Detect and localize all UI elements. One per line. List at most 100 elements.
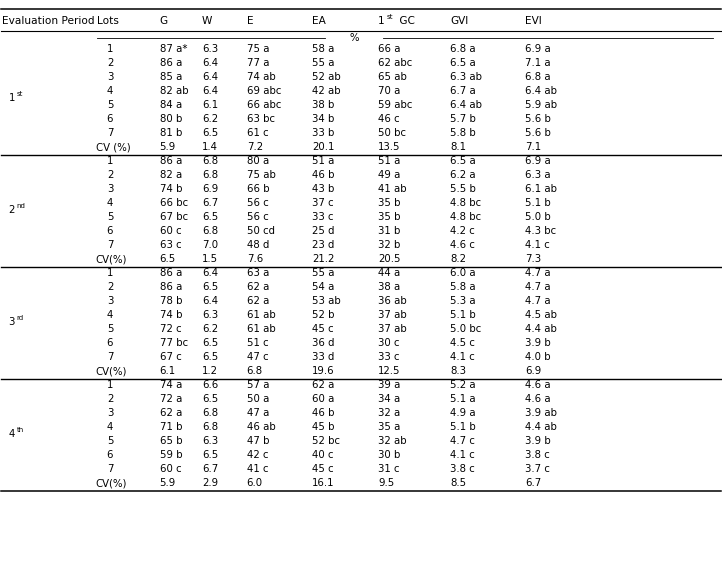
Text: 6.5: 6.5 (202, 212, 218, 222)
Text: EA: EA (312, 16, 326, 26)
Text: 35 b: 35 b (378, 212, 401, 222)
Text: 47 c: 47 c (247, 352, 269, 362)
Text: 39 a: 39 a (378, 380, 401, 390)
Text: th: th (17, 426, 24, 433)
Text: 33 c: 33 c (378, 352, 400, 362)
Text: 4.8 bc: 4.8 bc (451, 198, 482, 208)
Text: 51 c: 51 c (247, 338, 269, 348)
Text: 6.1: 6.1 (202, 100, 218, 111)
Text: 2: 2 (9, 205, 15, 215)
Text: 45 c: 45 c (312, 464, 334, 474)
Text: 6.5: 6.5 (202, 338, 218, 348)
Text: 1: 1 (107, 380, 113, 390)
Text: 33 c: 33 c (312, 212, 334, 222)
Text: 63 a: 63 a (247, 268, 269, 278)
Text: 30 c: 30 c (378, 338, 400, 348)
Text: 7: 7 (107, 128, 113, 138)
Text: 75 ab: 75 ab (247, 170, 276, 180)
Text: 49 a: 49 a (378, 170, 401, 180)
Text: 6.8: 6.8 (202, 408, 218, 418)
Text: 5.9 ab: 5.9 ab (525, 100, 557, 111)
Text: 3.8 c: 3.8 c (451, 464, 475, 474)
Text: 42 ab: 42 ab (312, 86, 341, 96)
Text: 46 b: 46 b (312, 408, 334, 418)
Text: 74 b: 74 b (160, 310, 182, 320)
Text: 61 ab: 61 ab (247, 324, 275, 334)
Text: 5.1 a: 5.1 a (451, 394, 476, 404)
Text: 56 c: 56 c (247, 212, 269, 222)
Text: 77 bc: 77 bc (160, 338, 188, 348)
Text: CV(%): CV(%) (95, 254, 127, 264)
Text: 8.5: 8.5 (451, 478, 466, 488)
Text: 2: 2 (107, 282, 113, 292)
Text: 5.8 a: 5.8 a (451, 282, 476, 292)
Text: 41 c: 41 c (247, 464, 268, 474)
Text: 45 c: 45 c (312, 324, 334, 334)
Text: 3.9 ab: 3.9 ab (525, 408, 557, 418)
Text: 23 d: 23 d (312, 240, 334, 250)
Text: 1.5: 1.5 (202, 254, 218, 264)
Text: 8.3: 8.3 (451, 366, 466, 376)
Text: 5.7 b: 5.7 b (451, 115, 476, 124)
Text: 5.2 a: 5.2 a (451, 380, 476, 390)
Text: 3.7 c: 3.7 c (525, 464, 550, 474)
Text: 19.6: 19.6 (312, 366, 335, 376)
Text: 3: 3 (107, 184, 113, 194)
Text: 7.0: 7.0 (202, 240, 218, 250)
Text: 6.5: 6.5 (202, 450, 218, 460)
Text: 37 c: 37 c (312, 198, 334, 208)
Text: 6.3 ab: 6.3 ab (451, 73, 482, 82)
Text: 31 c: 31 c (378, 464, 400, 474)
Text: W: W (202, 16, 212, 26)
Text: 4.8 bc: 4.8 bc (451, 212, 482, 222)
Text: 3.9 b: 3.9 b (525, 436, 551, 446)
Text: 46 c: 46 c (378, 115, 400, 124)
Text: 6.4 ab: 6.4 ab (451, 100, 482, 111)
Text: 12.5: 12.5 (378, 366, 401, 376)
Text: 8.2: 8.2 (451, 254, 466, 264)
Text: 7.3: 7.3 (525, 254, 541, 264)
Text: 72 c: 72 c (160, 324, 181, 334)
Text: 6: 6 (107, 338, 113, 348)
Text: 6.8: 6.8 (202, 226, 218, 236)
Text: rd: rd (17, 315, 24, 321)
Text: 3.8 c: 3.8 c (525, 450, 549, 460)
Text: 6.4: 6.4 (202, 296, 218, 306)
Text: 1: 1 (107, 268, 113, 278)
Text: G: G (160, 16, 168, 26)
Text: 46 b: 46 b (312, 170, 334, 180)
Text: 7.2: 7.2 (247, 142, 263, 153)
Text: 6.2: 6.2 (202, 115, 218, 124)
Text: 6.7 a: 6.7 a (451, 86, 476, 96)
Text: %: % (349, 33, 359, 43)
Text: 6.9: 6.9 (525, 366, 542, 376)
Text: 86 a: 86 a (160, 156, 182, 166)
Text: 42 c: 42 c (247, 450, 268, 460)
Text: 80 a: 80 a (247, 156, 269, 166)
Text: 32 b: 32 b (378, 240, 401, 250)
Text: 6.3: 6.3 (202, 310, 218, 320)
Text: 41 ab: 41 ab (378, 184, 407, 194)
Text: 4.1 c: 4.1 c (525, 240, 549, 250)
Text: 6.3: 6.3 (202, 436, 218, 446)
Text: 60 c: 60 c (160, 226, 181, 236)
Text: 70 a: 70 a (378, 86, 401, 96)
Text: 51 a: 51 a (312, 156, 334, 166)
Text: 7: 7 (107, 352, 113, 362)
Text: 7: 7 (107, 464, 113, 474)
Text: 1: 1 (107, 156, 113, 166)
Text: 33 b: 33 b (312, 128, 334, 138)
Text: 52 ab: 52 ab (312, 73, 341, 82)
Text: 86 a: 86 a (160, 282, 182, 292)
Text: 66 a: 66 a (378, 44, 401, 54)
Text: 6.9: 6.9 (202, 184, 218, 194)
Text: 55 a: 55 a (312, 268, 334, 278)
Text: 50 cd: 50 cd (247, 226, 274, 236)
Text: 33 d: 33 d (312, 352, 334, 362)
Text: st: st (387, 14, 393, 20)
Text: 52 bc: 52 bc (312, 436, 340, 446)
Text: 77 a: 77 a (247, 58, 269, 69)
Text: 5: 5 (107, 212, 113, 222)
Text: 45 b: 45 b (312, 422, 334, 432)
Text: 43 b: 43 b (312, 184, 334, 194)
